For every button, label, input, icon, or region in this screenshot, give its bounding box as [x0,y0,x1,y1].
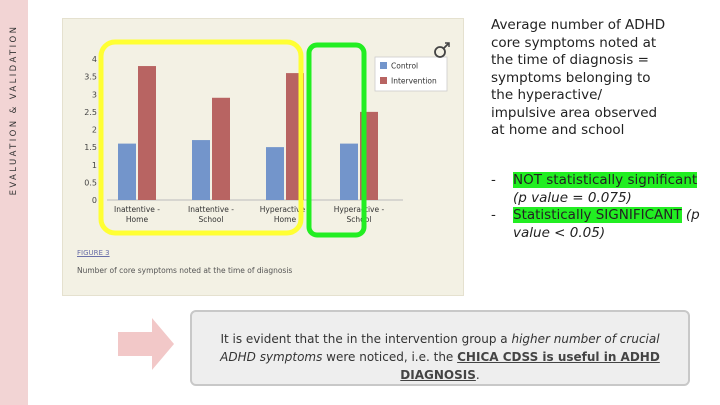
conclusion-callout: It is evident that the in the interventi… [190,310,690,386]
description-line: Average number of ADHD [491,17,666,33]
callout-text: were noticed, i.e. the [322,350,458,364]
callout-text: . [475,368,480,382]
gender-symbol-icon-arm [443,42,450,49]
x-tick-label: School [199,215,224,224]
legend-swatch [380,77,387,84]
bullet-not-significant: - NOT statistically significant (p value… [491,172,713,207]
section-label: EVALUATION & VALIDATION [9,24,19,196]
legend-label: Intervention [391,77,437,86]
gender-symbol-icon-head [445,42,450,47]
x-tick-label: Home [274,215,297,224]
side-bar [0,0,28,405]
x-tick-label: School [347,215,372,224]
y-tick-label: 4 [92,55,97,64]
highlight-box-not-significant [98,39,304,236]
callout-strong: CHICA CDSS is useful in ADHD DIAGNOSIS [400,350,660,382]
x-tick-label: Home [126,215,149,224]
gender-symbol-icon [434,46,446,58]
bar-intervention [212,97,230,200]
bullet-significant: - Statistically SIGNIFICANT (p value < 0… [491,207,713,242]
bar-control [266,147,284,200]
bullet-dash: - [491,172,496,188]
highlight-significant: Statistically SIGNIFICANT [513,207,682,223]
y-tick-label: 0 [92,196,97,205]
description-line: the hyperactive/ [491,87,602,103]
y-tick-label: 3 [92,90,97,99]
x-tick-label: Hyperactive - [260,205,311,214]
y-tick-label: 2 [92,126,97,135]
figure-panel: 0 0.5 1 1.5 2 2.5 3 3.5 4 Inattentive - Home Inatte… [62,18,464,296]
highlight-box-significant [306,42,367,238]
bar-control [192,140,210,200]
legend-label: Control [391,62,418,71]
bullet-list: - NOT statistically significant (p value… [491,172,713,242]
callout-text: It is evident that the in the interventi… [220,332,512,346]
figure-caption: Number of core symptoms noted at the tim… [77,266,293,275]
callout-emphasis: higher number of crucial ADHD symptoms [220,332,660,364]
bullet-dash: - [491,207,496,223]
description-line: impulsive area observed [491,104,658,121]
bar-control [118,143,136,200]
figure-label: FIGURE 3 [77,249,110,257]
x-tick-label: Inattentive - [188,205,234,214]
y-tick-label: 0.5 [84,178,97,187]
description-text: Average number of ADHD core symptoms not… [491,17,713,140]
description-line: core symptoms noted at [491,34,657,51]
y-tick-label: 1 [92,161,97,170]
bar-control [340,143,358,200]
y-tick-label: 1.5 [84,143,97,152]
legend-swatch [380,62,387,69]
p-value-text: (p value = 0.075) [513,189,632,206]
highlight-not-significant: NOT statistically significant [513,172,698,188]
description-line: the time of diagnosis = [491,52,649,68]
description-line: symptoms belonging to [491,69,651,86]
x-tick-label: Hyperactive - [334,205,385,214]
y-tick-label: 3.5 [84,73,97,82]
description-line: at home and school [491,122,625,138]
y-tick-label: 2.5 [84,108,97,117]
p-value-text: (p value < 0.05) [513,207,700,241]
bar-intervention [138,66,156,200]
arrow-right-icon [118,318,174,370]
legend-box [374,56,448,92]
x-tick-label: Inattentive - [114,205,160,214]
